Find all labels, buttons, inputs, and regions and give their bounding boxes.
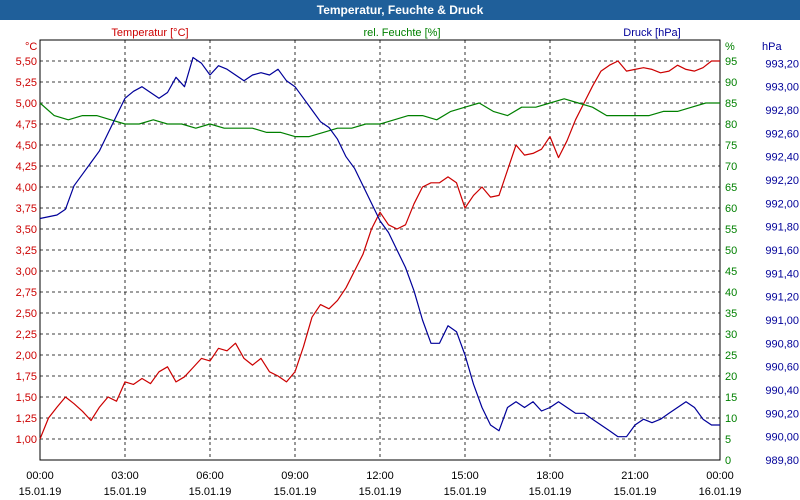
humidity-tick-label: 5 (725, 434, 731, 446)
chart-title: Temperatur, Feuchte & Druck (0, 0, 800, 20)
temp-tick-label: 4,50 (16, 140, 37, 152)
plot-frame (39, 39, 721, 461)
humidity-tick-label: 15 (725, 392, 737, 404)
humidity-tick-label: 25 (725, 350, 737, 362)
temp-tick-label: 1,25 (16, 413, 37, 425)
x-tick-time: 03:00 (111, 470, 139, 482)
pressure-tick-label: 991,20 (765, 292, 799, 304)
humidity-tick-label: 30 (725, 329, 737, 341)
x-tick-time: 15:00 (451, 470, 479, 482)
temp-tick-label: 5,00 (16, 98, 37, 110)
pressure-tick-label: 990,60 (765, 362, 799, 374)
humidity-tick-label: 75 (725, 140, 737, 152)
humidity-tick-label: 40 (725, 287, 737, 299)
pressure-tick-label: 993,00 (765, 82, 799, 94)
x-tick-date: 15.01.19 (444, 486, 487, 498)
temp-tick-label: 4,25 (16, 161, 37, 173)
x-tick-date: 15.01.19 (274, 486, 317, 498)
pressure-tick-label: 991,40 (765, 268, 799, 280)
x-tick-time: 00:00 (706, 470, 734, 482)
pressure-tick-label: 992,60 (765, 128, 799, 140)
humidity-tick-label: 80 (725, 119, 737, 131)
series-line (39, 60, 720, 440)
temp-tick-label: 3,50 (16, 224, 37, 236)
x-tick-date: 15.01.19 (189, 486, 232, 498)
temp-tick-label: 2,25 (16, 329, 37, 341)
x-tick-date: 15.01.19 (104, 486, 147, 498)
temp-tick-label: 5,25 (16, 77, 37, 89)
humidity-tick-label: 50 (725, 245, 737, 257)
temp-tick-label: 3,00 (16, 266, 37, 278)
humidity-tick-label: 35 (725, 308, 737, 320)
temp-tick-label: 4,75 (16, 119, 37, 131)
pressure-tick-label: 990,80 (765, 338, 799, 350)
legend-label: Temperatur [°C] (111, 27, 188, 39)
x-tick-date: 16.01.19 (699, 486, 742, 498)
series-line (39, 98, 720, 138)
temp-tick-label: 2,75 (16, 287, 37, 299)
temp-tick-label: 2,00 (16, 350, 37, 362)
humidity-unit-label: % (725, 41, 735, 53)
x-tick-date: 15.01.19 (529, 486, 572, 498)
humidity-tick-label: 60 (725, 203, 737, 215)
pressure-tick-label: 991,80 (765, 222, 799, 234)
temp-tick-label: 5,50 (16, 56, 37, 68)
pressure-tick-label: 993,20 (765, 58, 799, 70)
pressure-tick-label: 989,80 (765, 455, 799, 467)
temp-tick-label: 4,00 (16, 182, 37, 194)
legend-label: rel. Feuchte [%] (363, 27, 440, 39)
temp-tick-label: 3,75 (16, 203, 37, 215)
x-tick-time: 21:00 (621, 470, 649, 482)
series-line (39, 56, 720, 438)
humidity-tick-label: 45 (725, 266, 737, 278)
pressure-tick-label: 991,60 (765, 245, 799, 257)
humidity-tick-label: 55 (725, 224, 737, 236)
humidity-tick-label: 65 (725, 182, 737, 194)
temp-tick-label: 1,00 (16, 434, 37, 446)
humidity-tick-label: 90 (725, 77, 737, 89)
pressure-tick-label: 990,40 (765, 385, 799, 397)
humidity-tick-label: 95 (725, 56, 737, 68)
x-tick-date: 15.01.19 (359, 486, 402, 498)
x-tick-time: 09:00 (281, 470, 309, 482)
weather-chart: 1,00 1,25 1,50 1,75 2,00 2,25 2,50 2,75 3,00 3,25… (16, 27, 799, 498)
humidity-tick-label: 70 (725, 161, 737, 173)
temp-tick-label: 1,75 (16, 371, 37, 383)
legend-label: Druck [hPa] (623, 27, 680, 39)
pressure-unit-label: hPa (762, 41, 782, 53)
humidity-tick-label: 85 (725, 98, 737, 110)
humidity-tick-label: 0 (725, 455, 731, 467)
pressure-tick-label: 992,40 (765, 152, 799, 164)
pressure-tick-label: 990,00 (765, 432, 799, 444)
x-tick-date: 15.01.19 (614, 486, 657, 498)
pressure-tick-label: 992,00 (765, 198, 799, 210)
humidity-tick-label: 20 (725, 371, 737, 383)
x-tick-time: 06:00 (196, 470, 224, 482)
pressure-tick-label: 990,20 (765, 408, 799, 420)
pressure-tick-label: 992,80 (765, 105, 799, 117)
x-tick-date: 15.01.19 (19, 486, 62, 498)
pressure-tick-label: 992,20 (765, 175, 799, 187)
temp-unit-label: °C (25, 41, 37, 53)
humidity-tick-label: 10 (725, 413, 737, 425)
x-tick-time: 12:00 (366, 470, 394, 482)
temp-tick-label: 2,50 (16, 308, 37, 320)
pressure-tick-label: 991,00 (765, 315, 799, 327)
temp-tick-label: 3,25 (16, 245, 37, 257)
temp-tick-label: 1,50 (16, 392, 37, 404)
x-tick-time: 00:00 (26, 470, 54, 482)
x-tick-time: 18:00 (536, 470, 564, 482)
